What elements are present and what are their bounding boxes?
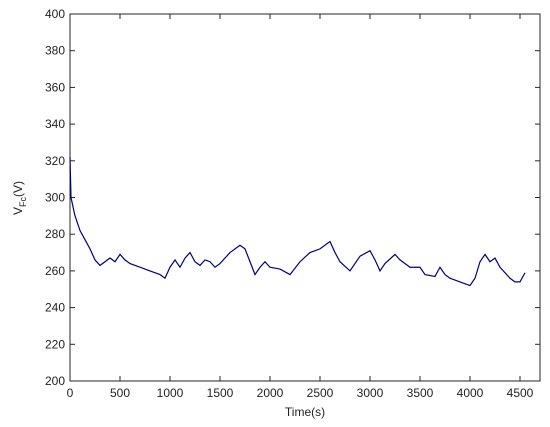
x-tick-label: 4000 [457,386,484,400]
x-tick-label: 4500 [507,386,534,400]
y-tick-label: 220 [45,337,65,351]
y-label-sub: Fc [18,196,28,206]
x-tick-label: 0 [67,386,74,400]
y-tick-label: 240 [45,301,65,315]
x-axis-label: Time(s) [285,405,325,419]
x-tick-label: 2000 [257,386,284,400]
x-tick-label: 3000 [357,386,384,400]
y-tick-label: 340 [45,117,65,131]
y-tick-label: 260 [45,264,65,278]
y-tick-label: 200 [45,374,65,388]
y-tick-label: 360 [45,80,65,94]
plot-frame [69,13,541,382]
y-tick-label: 320 [45,154,65,168]
y-label-main: V [11,207,25,215]
y-axis-label: VFc(V) [11,181,28,215]
y-tick-label: 380 [45,44,65,58]
x-tick-label: 1000 [157,386,184,400]
data-line [69,157,526,287]
y-tick-label: 300 [45,191,65,205]
y-label-unit: (V) [11,181,25,197]
x-tick-label: 500 [110,386,130,400]
y-tick-label: 400 [45,7,65,21]
x-tick-label: 1500 [207,386,234,400]
x-tick-label: 3500 [407,386,434,400]
y-tick-label: 280 [45,227,65,241]
x-tick-label: 2500 [307,386,334,400]
